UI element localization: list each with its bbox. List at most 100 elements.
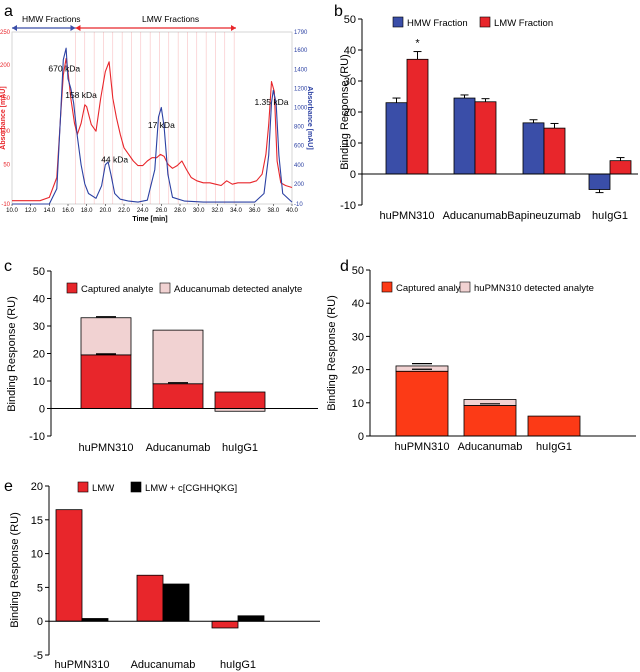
y-right-tick-label: 600 xyxy=(294,144,305,150)
hmw-fractions-label: HMW Fractions xyxy=(22,14,81,24)
y-tick-label: -5 xyxy=(33,650,43,662)
bar xyxy=(453,97,476,175)
y-tick-label: 30 xyxy=(352,331,364,343)
y-left-tick-label: 50 xyxy=(3,162,10,168)
x-tick-label: huIgG1 xyxy=(220,659,256,671)
x-tick-label: huIgG1 xyxy=(222,442,258,454)
y-tick-label: 20 xyxy=(344,107,356,119)
y-tick-label: 10 xyxy=(344,138,356,150)
x-tick-label: 22.0 xyxy=(118,208,130,214)
x-tick-label: 40.0 xyxy=(286,208,298,214)
y-axis-right-label: Absorbance [mAU] xyxy=(306,86,313,149)
y-axis-label: Binding Response (RU) xyxy=(6,296,18,412)
legend: HMW Fraction LMW Fraction xyxy=(392,16,553,29)
y-tick-label: 20 xyxy=(31,481,43,493)
legend-label: Aducanumab detected analyte xyxy=(174,284,302,295)
y-tick-label: 10 xyxy=(33,376,45,388)
x-tick-label: 16.0 xyxy=(62,208,74,214)
y-left-tick-label: 100 xyxy=(0,129,11,135)
x-tick-label: 36.0 xyxy=(249,208,261,214)
bar-captured xyxy=(80,354,132,409)
bar xyxy=(609,160,632,175)
panel-letter-d: d xyxy=(340,258,349,275)
x-tick-label: huIgG1 xyxy=(536,441,572,453)
x-tick-label: huPMN310 xyxy=(78,442,133,454)
y-tick-label: -10 xyxy=(340,200,356,212)
legend-swatch xyxy=(130,481,142,493)
panel-e-bar-chart: LMW LMW + c[CGHHQKG] -5 0 5 10 15 20 huPMN310 Ad… xyxy=(9,481,320,671)
y-axis-label: Binding Response (RU) xyxy=(9,512,21,628)
y-axis-label: Binding Response (RU) xyxy=(339,54,351,170)
y-tick-label: 0 xyxy=(37,616,43,628)
x-tick-label: 30.0 xyxy=(193,208,205,214)
legend-swatch xyxy=(77,481,89,493)
bar xyxy=(543,127,566,175)
blue-absorbance-line xyxy=(12,47,293,205)
peak-annotations: 670 kDa 158 kDa 44 kDa 17 kDa 1.35 kDa xyxy=(48,64,288,165)
bars xyxy=(395,363,581,437)
y-right-tick-label: 1000 xyxy=(294,105,308,111)
y-tick-label: 30 xyxy=(344,76,356,88)
y-tick-label: 40 xyxy=(344,45,356,57)
y-tick-label: 40 xyxy=(352,298,364,310)
axes: 0 10 20 30 40 50 huPMN310 Aducanumab huIgG1 xyxy=(352,265,636,453)
lmw-fractions-label: LMW Fractions xyxy=(142,14,199,24)
axes: -10 0 10 20 30 40 50 huPMN310 Aducanumab Bapineuz… xyxy=(340,14,638,222)
y-axis-right-ticks: -10 200 400 600 800 1000 1200 1400 1600 1790 xyxy=(294,30,308,208)
legend: Captured analyte huPMN310 detected analyt… xyxy=(381,281,594,294)
y-axis-left-ticks: -10 50 100 150 200 250 xyxy=(0,30,11,208)
legend-label: Captured analyte xyxy=(396,283,468,294)
y-tick-label: 5 xyxy=(37,582,43,594)
x-tick-label: Bapineuzumab xyxy=(507,210,580,222)
x-tick-label: 28.0 xyxy=(174,208,186,214)
bar xyxy=(55,509,83,622)
bar-captured xyxy=(214,391,266,409)
y-tick-label: 30 xyxy=(33,321,45,333)
bar-detected xyxy=(463,399,517,406)
legend-swatch xyxy=(479,16,491,28)
y-axis-label: Binding Response (RU) xyxy=(326,295,338,411)
y-left-tick-label: 250 xyxy=(0,30,11,36)
bar xyxy=(211,620,239,629)
bar xyxy=(162,583,190,622)
bars xyxy=(80,316,266,412)
bar-captured xyxy=(152,383,204,409)
legend-swatch xyxy=(381,281,393,293)
y-tick-label: 0 xyxy=(39,404,45,416)
bar xyxy=(474,101,497,175)
bar xyxy=(237,615,265,622)
fraction-arrows xyxy=(12,25,236,31)
peak-label: 158 kDa xyxy=(65,90,97,100)
y-left-tick-label: 150 xyxy=(0,96,11,102)
x-tick-label: 24.0 xyxy=(137,208,149,214)
y-tick-label: 50 xyxy=(352,265,364,277)
peak-label: 670 kDa xyxy=(48,64,80,74)
x-tick-label: 12.0 xyxy=(25,208,37,214)
x-tick-label: 26.0 xyxy=(155,208,167,214)
bar-captured xyxy=(395,370,449,437)
panel-letter-a: a xyxy=(4,3,13,20)
x-axis-label: Time [min] xyxy=(132,216,167,223)
legend: Captured analyte Aducanumab detected anal… xyxy=(66,282,302,295)
y-tick-label: 20 xyxy=(33,349,45,361)
legend-label: LMW xyxy=(92,483,114,494)
panel-a-chromatogram: HMW Fractions LMW Fractions 670 kDa 158 k… xyxy=(0,14,313,223)
y-right-tick-label: 800 xyxy=(294,125,305,131)
bar xyxy=(136,574,164,622)
y-tick-label: 50 xyxy=(33,266,45,278)
peak-label: 44 kDa xyxy=(101,154,128,164)
x-tick-label: 38.0 xyxy=(267,208,279,214)
y-right-tick-label: 200 xyxy=(294,182,305,188)
panel-letter-e: e xyxy=(4,478,13,495)
y-left-tick-label: -10 xyxy=(1,202,10,208)
peak-label: 1.35 kDa xyxy=(254,97,288,107)
peak-label: 17 kDa xyxy=(148,120,175,130)
y-tick-label: 20 xyxy=(352,365,364,377)
x-tick-label: huPMN310 xyxy=(379,210,434,222)
legend: LMW LMW + c[CGHHQKG] xyxy=(77,481,237,494)
y-tick-label: 10 xyxy=(31,549,43,561)
x-axis-ticks: 10.0 12.0 14.0 16.0 18.0 20.0 22.0 24.0 26.0 28.0… xyxy=(6,204,298,214)
legend-label: huPMN310 detected analyte xyxy=(474,283,594,294)
y-tick-label: 50 xyxy=(344,14,356,26)
y-tick-label: 40 xyxy=(33,294,45,306)
